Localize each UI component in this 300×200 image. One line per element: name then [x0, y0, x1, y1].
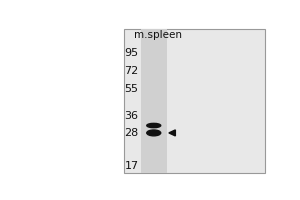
Polygon shape: [169, 130, 175, 136]
Text: 28: 28: [124, 128, 139, 138]
Text: m.spleen: m.spleen: [134, 30, 182, 40]
Text: 36: 36: [124, 111, 139, 121]
Bar: [141, 29, 167, 173]
Ellipse shape: [147, 123, 161, 128]
Ellipse shape: [147, 130, 161, 136]
Text: 72: 72: [124, 66, 139, 76]
Text: 95: 95: [124, 48, 139, 58]
Text: 55: 55: [124, 84, 139, 94]
Text: 17: 17: [124, 161, 139, 171]
Bar: [124, 29, 266, 173]
